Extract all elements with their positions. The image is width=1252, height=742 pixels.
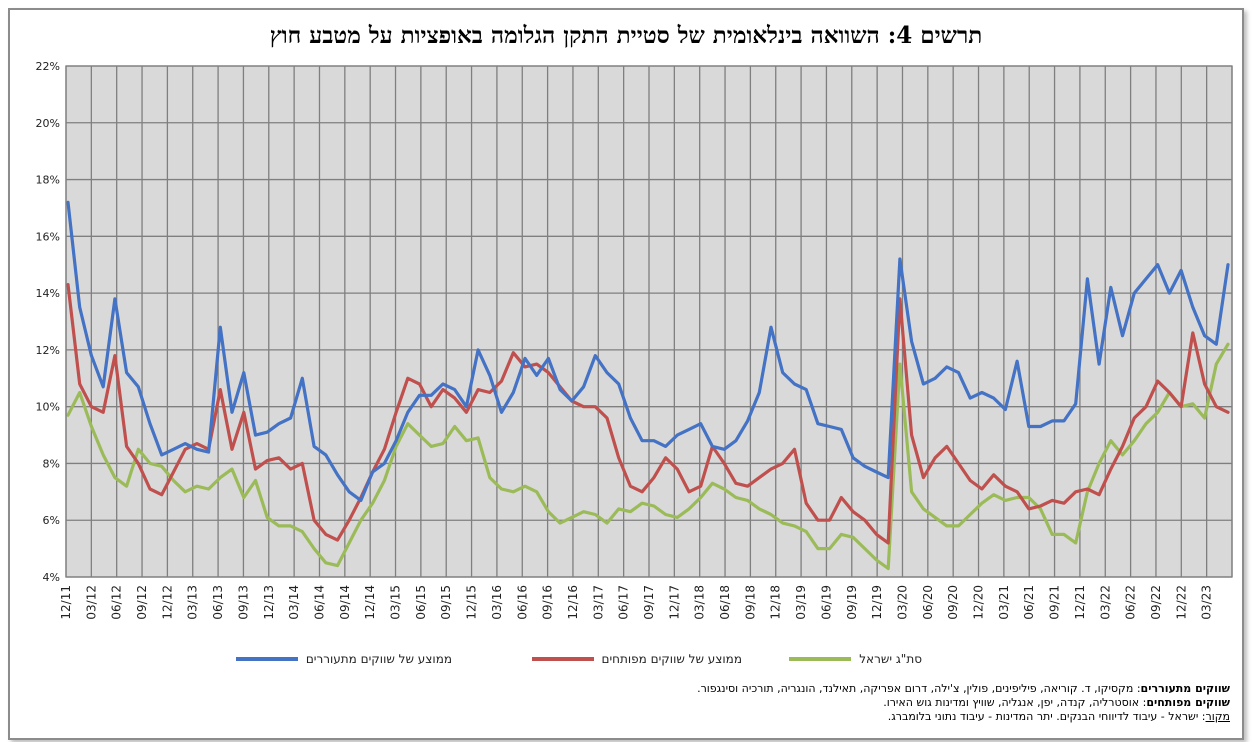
x-tick-label: 03/14 — [287, 585, 301, 620]
x-tick-label: 06/16 — [515, 585, 529, 620]
chart-legend: ממוצע של שווקים מתעוררים ממוצע של שווקים… — [0, 648, 1252, 670]
y-tick-label: 12% — [36, 344, 60, 357]
series-line-emerging — [66, 200, 1230, 502]
legend-label-emerging: ממוצע של שווקים מתעוררים — [305, 652, 452, 666]
legend-item-emerging: ממוצע של שווקים מתעוררים — [235, 648, 452, 670]
y-tick-label: 18% — [36, 174, 60, 187]
x-tick-label: 09/15 — [439, 585, 453, 620]
x-tick-label: 09/17 — [642, 585, 656, 620]
x-tick-label: 06/21 — [1022, 585, 1036, 620]
x-tick-label: 12/22 — [1174, 585, 1188, 620]
legend-swatch-emerging — [235, 657, 298, 661]
x-tick-label: 09/16 — [541, 585, 555, 620]
series-line-israel — [66, 342, 1230, 571]
legend-swatch-developed — [531, 657, 594, 661]
x-tick-label: 03/16 — [490, 585, 504, 620]
legend-swatch-israel — [789, 657, 852, 661]
y-tick-label: 20% — [36, 117, 60, 130]
x-tick-label: 06/13 — [211, 585, 225, 620]
x-tick-label: 06/15 — [414, 585, 428, 620]
x-tick-label: 12/21 — [1073, 585, 1087, 620]
x-tick-label: 09/20 — [946, 585, 960, 620]
x-tick-label: 06/18 — [718, 585, 732, 620]
legend-item-developed: ממוצע של שווקים מפותחים — [531, 648, 742, 670]
series-line-developed — [66, 283, 1230, 545]
note-developed: שווקים מפותחים: אוסטרליה, קנדה, יפן, אנג… — [30, 696, 1230, 710]
x-tick-label: 03/21 — [997, 585, 1011, 620]
x-tick-label: 12/11 — [59, 585, 73, 620]
x-tick-label: 12/15 — [465, 585, 479, 620]
y-tick-label: 14% — [36, 287, 60, 300]
y-tick-label: 6% — [43, 514, 60, 527]
note-source-text: : ישראל - עיבוד לדיווחי הבנקים. יתר המדי… — [887, 710, 1206, 723]
y-tick-label: 4% — [43, 571, 60, 584]
x-tick-label: 12/12 — [160, 585, 174, 620]
x-tick-label: 12/20 — [972, 585, 986, 620]
x-tick-label: 12/18 — [769, 585, 783, 620]
note-source-label: מקור — [1205, 710, 1230, 723]
note-emerging-list: : מקסיקו, ד. קוריאה, פיליפינים, פולין, צ… — [697, 682, 1141, 695]
x-tick-label: 06/14 — [312, 585, 326, 620]
x-tick-label: 06/12 — [110, 585, 124, 620]
x-tick-label: 09/12 — [135, 585, 149, 620]
x-tick-label: 03/22 — [1098, 585, 1112, 620]
x-tick-label: 12/19 — [870, 585, 884, 620]
x-tick-label: 12/17 — [667, 585, 681, 620]
note-developed-label: שווקים מפותחים — [1146, 696, 1230, 709]
x-tick-label: 03/12 — [84, 585, 98, 620]
note-emerging: שווקים מתעוררים: מקסיקו, ד. קוריאה, פילי… — [30, 682, 1230, 696]
x-tick-label: 03/20 — [895, 585, 909, 620]
note-source: מקור: ישראל - עיבוד לדיווחי הבנקים. יתר … — [30, 710, 1230, 724]
note-developed-list: : אוסטרליה, קנדה, יפן, אנגליה, שוויץ ומד… — [883, 696, 1147, 709]
x-tick-label: 06/17 — [617, 585, 631, 620]
x-tick-label: 03/15 — [389, 585, 403, 620]
x-tick-label: 12/14 — [363, 585, 377, 620]
x-tick-label: 06/22 — [1124, 585, 1138, 620]
x-tick-label: 03/19 — [794, 585, 808, 620]
x-tick-label: 09/22 — [1149, 585, 1163, 620]
x-tick-label: 09/19 — [845, 585, 859, 620]
x-tick-label: 09/14 — [338, 585, 352, 620]
y-tick-label: 8% — [43, 457, 60, 470]
y-tick-label: 10% — [36, 401, 60, 414]
legend-label-developed: ממוצע של שווקים מפותחים — [601, 652, 742, 666]
x-tick-label: 06/20 — [921, 585, 935, 620]
x-tick-label: 12/13 — [262, 585, 276, 620]
x-tick-label: 09/13 — [236, 585, 250, 620]
x-tick-label: 03/13 — [186, 585, 200, 620]
x-tick-label: 03/23 — [1200, 585, 1214, 620]
y-tick-label: 16% — [36, 230, 60, 243]
x-tick-label: 09/18 — [743, 585, 757, 620]
x-tick-label: 03/17 — [591, 585, 605, 620]
x-tick-label: 06/19 — [819, 585, 833, 620]
chart-notes: שווקים מתעוררים: מקסיקו, ד. קוריאה, פילי… — [30, 682, 1230, 724]
note-emerging-label: שווקים מתעוררים — [1140, 682, 1230, 695]
x-tick-label: 09/21 — [1048, 585, 1062, 620]
chart-title: תרשים 4: השוואה בינלאומית של סטיית התקן … — [269, 22, 983, 49]
plot-border — [65, 65, 1233, 578]
legend-label-israel: סת"ג ישראל — [859, 652, 922, 666]
x-tick-label: 03/18 — [693, 585, 707, 620]
legend-item-israel: סת"ג ישראל — [789, 648, 922, 670]
x-tick-label: 12/16 — [566, 585, 580, 620]
y-tick-label: 22% — [36, 60, 60, 73]
